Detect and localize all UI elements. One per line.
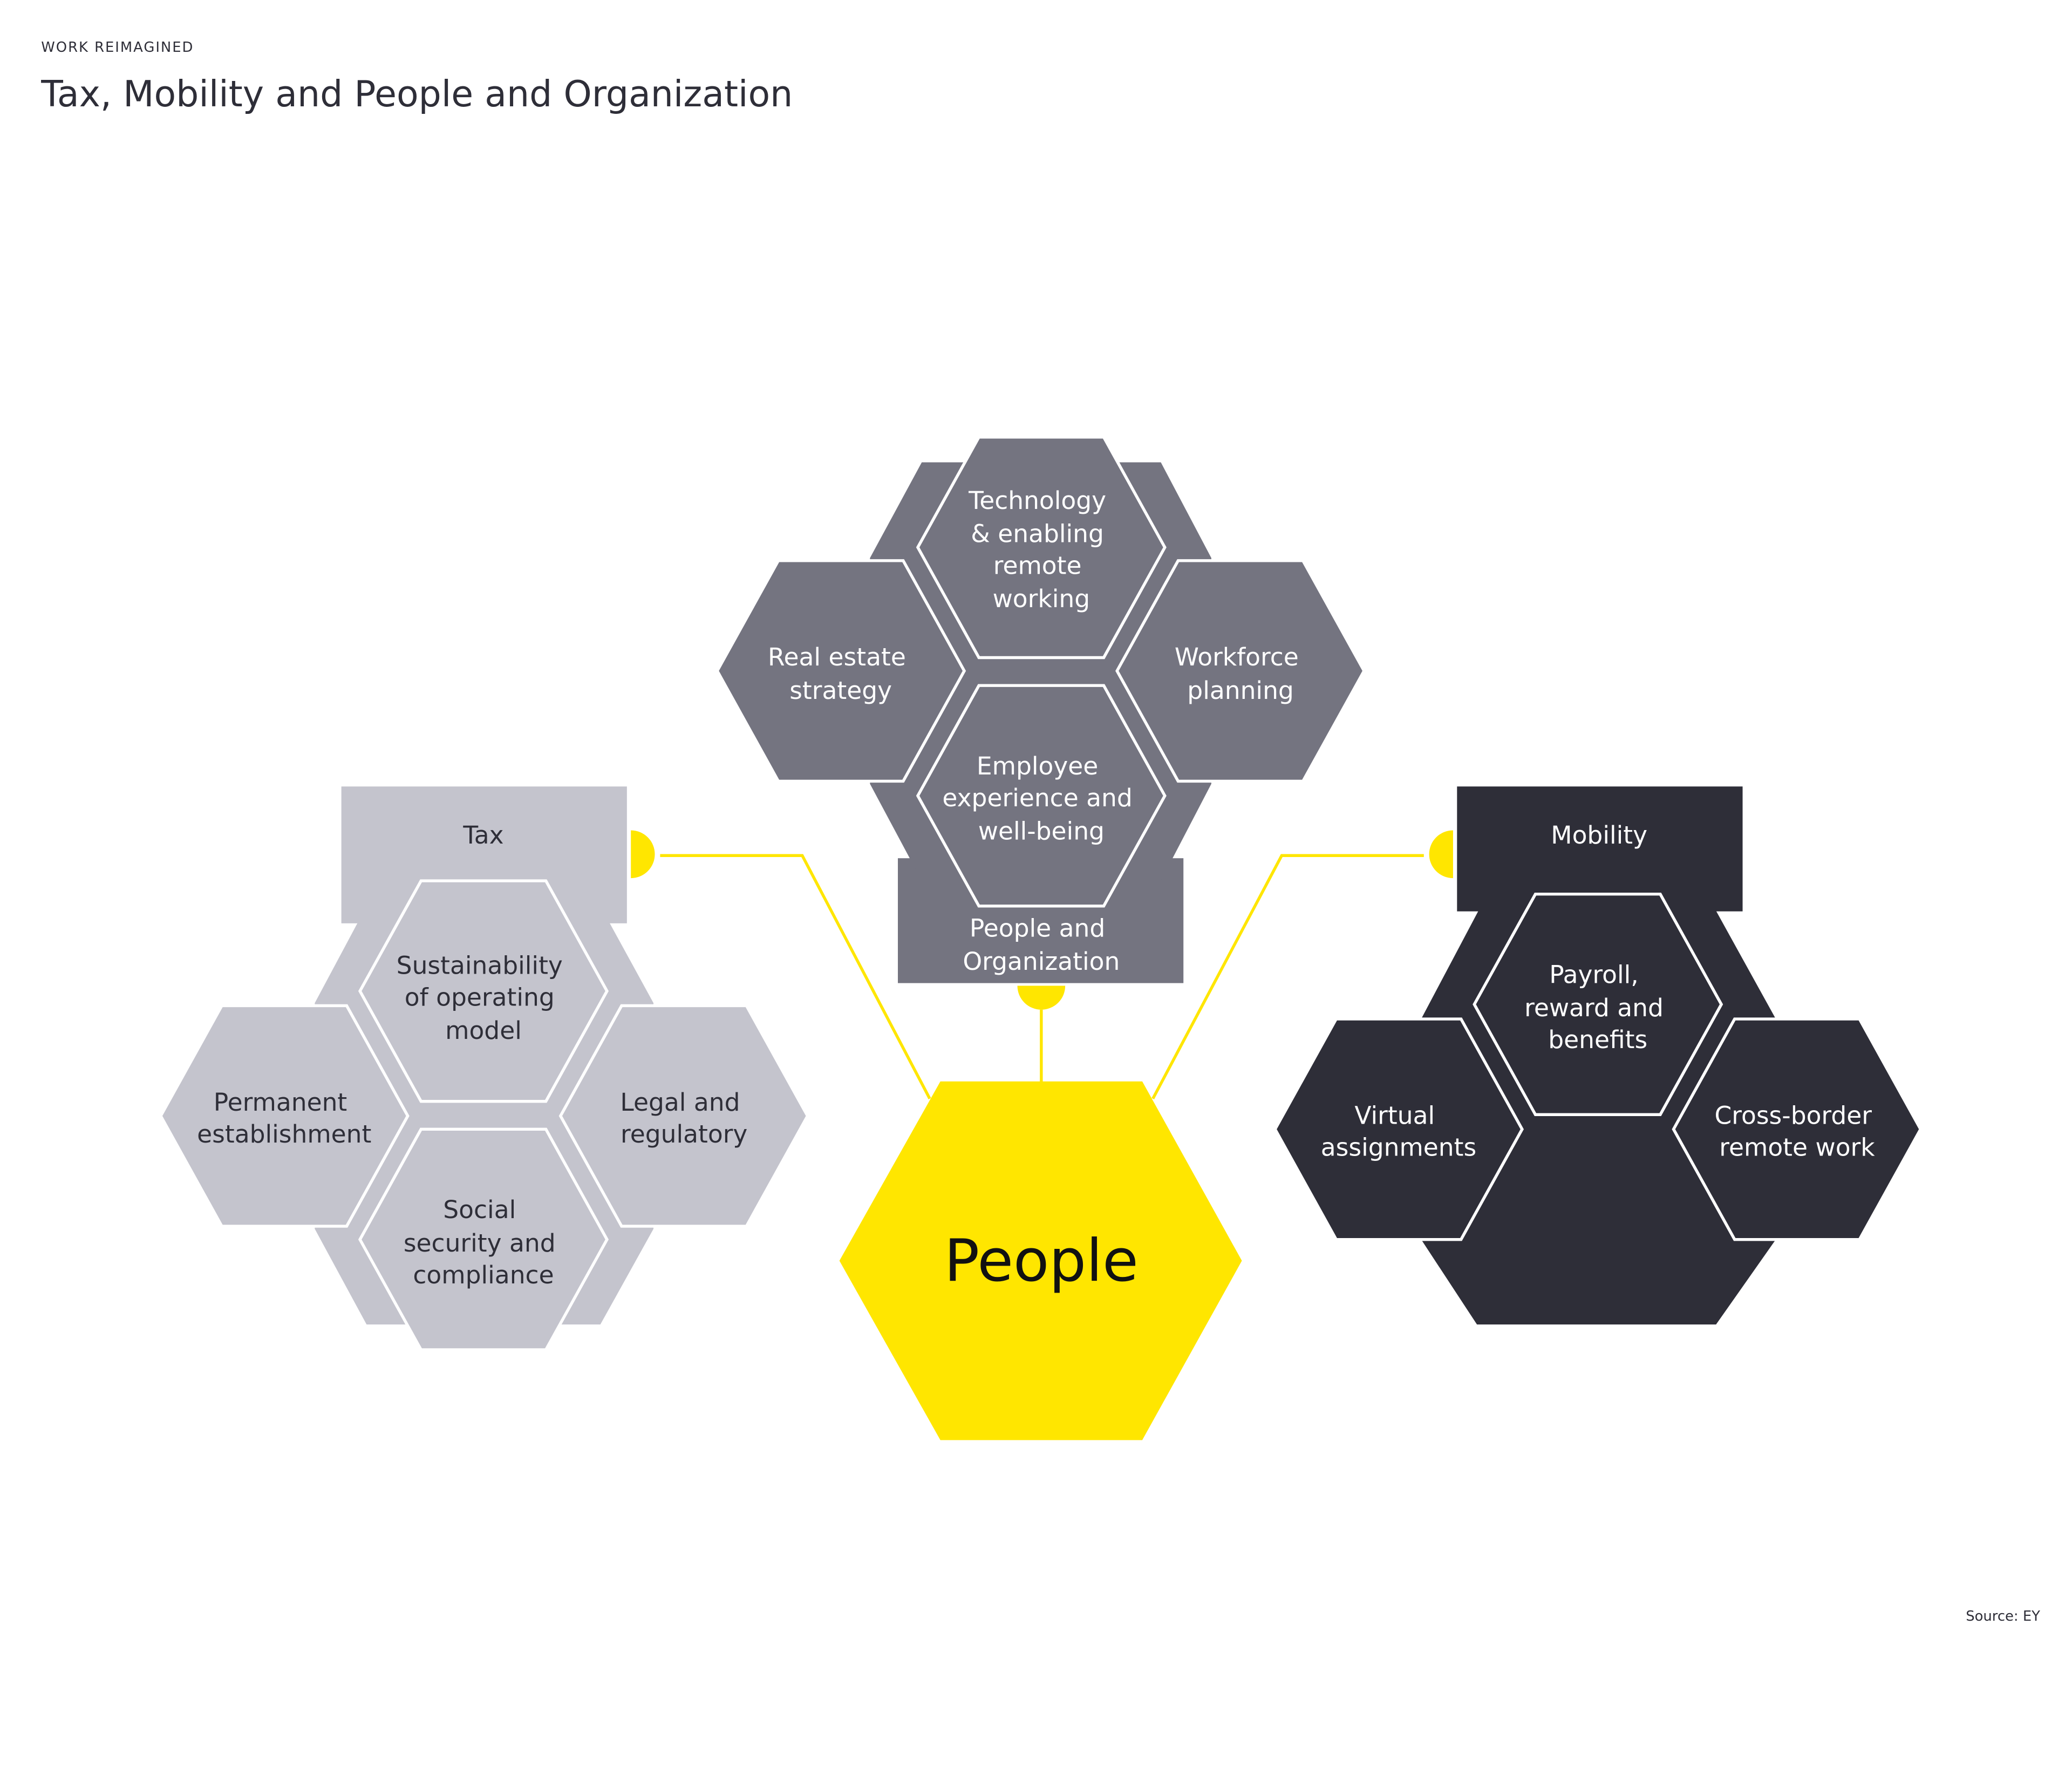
hex-permanent-establishment[interactable] [159,1004,410,1228]
hex-social-security[interactable] [358,1127,609,1351]
hex-employee[interactable] [916,684,1167,908]
mobility-connector-dot [1429,830,1453,879]
pno-label: People and Organization [963,914,1120,976]
hex-payroll[interactable] [1473,892,1723,1116]
hex-workforce[interactable] [1115,559,1366,783]
hex-people[interactable] [839,1081,1242,1440]
mobility-connector-line [1151,854,1424,1099]
virtual-assignments-label: Virtual assignments [1321,1101,1476,1161]
payroll-label: Payroll, reward and benefits [1524,961,1671,1055]
hex-real-estate[interactable] [715,559,966,783]
workforce-label: Workforce planning [1175,643,1306,705]
permanent-establishment-label: Permanent establishment [197,1088,371,1148]
pno-connector-dot [1017,985,1066,1010]
hex-legal-regulatory[interactable] [558,1004,809,1228]
social-security-label: Social security and compliance [404,1195,563,1289]
technology-label: Technology & enabling remote working [968,486,1114,613]
tax-label: Tax [462,821,503,849]
header-kicker: WORK REIMAGINED [41,39,194,56]
hex-sustainability[interactable] [358,879,609,1103]
hex-virtual-assignments[interactable] [1273,1017,1524,1241]
hex-technology[interactable] [916,436,1167,660]
source-note: Source: EY [1966,1608,2040,1624]
real-estate-label: Real estate strategy [768,643,914,705]
sustainability-label: Sustainability of operating model [397,951,571,1045]
mobility-label: Mobility [1551,821,1647,849]
pno-group: People and Organization Technology & ena… [715,436,1366,983]
mobility-label-box [1457,786,1743,912]
page-title: Tax, Mobility and People and Organizatio… [40,73,793,115]
connectors [660,854,1424,1099]
people-label: People [944,1226,1139,1295]
tax-group: Tax Sustainability of operating model Pe… [159,786,809,1351]
tax-connector-dot [631,830,655,879]
cross-border-label: Cross-border remote work [1715,1101,1880,1161]
employee-label: Employee experience and well-being [942,752,1140,846]
legal-regulatory-label: Legal and regulatory [620,1088,748,1148]
tax-connector-line [660,854,931,1099]
hex-cross-border[interactable] [1672,1017,1923,1241]
mobility-group: Mobility Payroll, reward and benefits Vi… [1273,786,1923,1325]
